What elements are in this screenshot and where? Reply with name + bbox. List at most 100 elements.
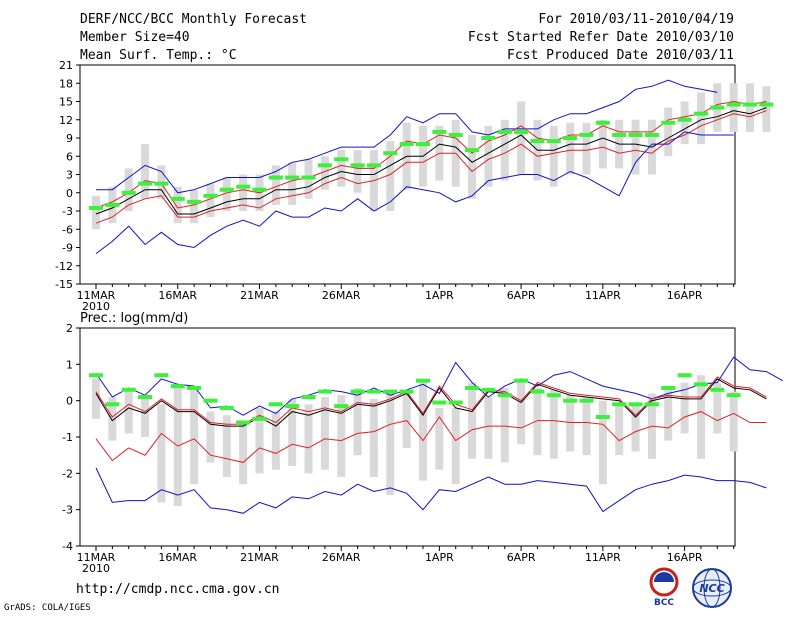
temp-observed-marker bbox=[563, 136, 578, 140]
precip-upper-blue-line bbox=[95, 356, 783, 416]
precip-spread-box bbox=[271, 411, 280, 470]
bcc-logo-arc bbox=[654, 572, 674, 582]
precip-x-tick-label: 16MAR bbox=[158, 551, 197, 564]
precip-spread-box bbox=[402, 391, 411, 448]
temp-observed-marker bbox=[530, 139, 545, 144]
temp-upper-blue-line bbox=[96, 79, 718, 194]
temp-observed-marker bbox=[334, 157, 349, 162]
temp-y-tick-label: 18 bbox=[59, 77, 73, 90]
temp-y-tick-label: -6 bbox=[62, 223, 73, 236]
precip-spread-box bbox=[582, 397, 591, 456]
grads-credit: GrADS: COLA/IGES bbox=[4, 603, 91, 613]
temp-spread-box bbox=[468, 134, 477, 199]
source-url[interactable]: http://cmdp.ncc.cma.gov.cn bbox=[76, 582, 280, 597]
precip-spread-box bbox=[566, 395, 575, 452]
precip-observed-marker bbox=[203, 398, 218, 403]
temp-observed-marker bbox=[595, 120, 610, 125]
precip-spread-box bbox=[696, 375, 705, 459]
temp-spread-box bbox=[190, 189, 199, 224]
temp-observed-marker bbox=[693, 111, 708, 116]
forecast-start-date: Fcst Started Refer Date 2010/03/10 bbox=[467, 30, 734, 45]
precip-spread-box bbox=[369, 398, 378, 477]
temp-lower-blue-line bbox=[95, 131, 734, 255]
precip-observed-marker bbox=[334, 404, 349, 409]
precip-spread-box bbox=[451, 407, 460, 485]
temp-spread-box bbox=[337, 150, 346, 187]
bcc-logo-ring bbox=[649, 567, 679, 597]
temp-y-tick-label: 15 bbox=[59, 96, 73, 109]
temp-spread-box bbox=[353, 150, 362, 193]
precip-y-tick-label: 1 bbox=[66, 358, 73, 371]
temp-spread-box bbox=[500, 119, 509, 181]
temp-y-tick-label: 21 bbox=[59, 59, 73, 72]
precip-spread-box bbox=[222, 415, 231, 477]
precip-observed-marker bbox=[710, 387, 725, 392]
temp-observed-marker bbox=[612, 132, 627, 137]
precip-spread-box bbox=[173, 384, 182, 507]
precip-observed-marker bbox=[383, 389, 398, 394]
temp-x-tick-label: 26MAR bbox=[322, 289, 361, 302]
precip-spread-box bbox=[353, 387, 362, 456]
precip-observed-marker bbox=[497, 393, 512, 398]
temp-x-tick-label: 1APR bbox=[425, 289, 454, 302]
precip-spread-box bbox=[435, 407, 444, 470]
temp-spread-box bbox=[582, 122, 591, 175]
precip-spread-box bbox=[517, 382, 526, 445]
temp-y-tick-label: -3 bbox=[62, 205, 73, 218]
temp-observed-marker bbox=[579, 132, 594, 137]
precip-spread-box bbox=[141, 398, 150, 437]
temp-x-tick-label: 6APR bbox=[507, 289, 536, 302]
precip-y-tick-label: -4 bbox=[62, 540, 73, 553]
precip-observed-marker bbox=[432, 400, 447, 405]
temp-spread-box bbox=[124, 168, 133, 211]
precip-spread-box bbox=[239, 422, 248, 485]
precip-observed-marker bbox=[399, 389, 414, 394]
precip-spread-box bbox=[468, 382, 477, 459]
precip-y-tick-label: 2 bbox=[66, 322, 73, 335]
temp-spread-box bbox=[566, 122, 575, 175]
precip-spread-box bbox=[92, 378, 100, 419]
temp-observed-marker bbox=[138, 181, 153, 186]
precip-spread-box bbox=[484, 397, 493, 459]
precip-spread-box bbox=[124, 391, 133, 434]
precip-observed-marker bbox=[546, 393, 561, 398]
precip-spread-box bbox=[729, 391, 738, 452]
temp-observed-marker bbox=[170, 196, 185, 201]
precip-spread-box bbox=[386, 391, 395, 496]
temp-observed-marker bbox=[89, 205, 103, 210]
temp-observed-marker bbox=[743, 102, 757, 107]
temp-observed-marker bbox=[726, 102, 741, 107]
temp-observed-marker bbox=[350, 163, 365, 168]
precip-y-tick-label: -3 bbox=[62, 504, 73, 517]
temp-x-tick-label: 11MAR bbox=[77, 289, 116, 302]
temp-spread-box bbox=[239, 174, 248, 211]
temp-x-tick-label: 21MAR bbox=[240, 289, 279, 302]
temp-observed-marker bbox=[546, 139, 561, 144]
ncc-logo: NCC bbox=[690, 566, 734, 610]
temp-observed-marker bbox=[268, 175, 283, 180]
precip-spread-box bbox=[255, 407, 264, 474]
temp-observed-marker bbox=[301, 175, 316, 180]
temp-y-tick-label: 9 bbox=[66, 132, 73, 145]
ncc-logo-latitude bbox=[692, 579, 732, 597]
temp-spread-box bbox=[320, 156, 329, 190]
temp-spread-box bbox=[762, 86, 771, 132]
precip-observed-marker bbox=[219, 405, 234, 410]
temp-spread-box bbox=[549, 125, 558, 187]
precip-spread-box bbox=[157, 404, 166, 503]
precip-observed-marker bbox=[252, 416, 267, 421]
bcc-logo-text: BCC bbox=[654, 598, 674, 606]
precip-x-tick-label: 11MAR bbox=[77, 551, 116, 564]
precip-spread-box bbox=[108, 397, 117, 441]
temp-y-tick-label: -15 bbox=[55, 278, 73, 291]
precip-year-label: 2010 bbox=[82, 562, 110, 575]
forecast-period: For 2010/03/11-2010/04/19 bbox=[538, 12, 734, 27]
precip-observed-marker bbox=[138, 395, 153, 400]
temp-spread-box bbox=[206, 183, 215, 218]
precip-observed-marker bbox=[579, 398, 594, 403]
temp-observed-marker bbox=[644, 132, 659, 137]
temp-spread-box bbox=[173, 186, 182, 224]
bcc-logo: BCC bbox=[640, 566, 688, 608]
precip-spread-box bbox=[337, 395, 346, 477]
precip-x-tick-label: 26MAR bbox=[322, 551, 361, 564]
